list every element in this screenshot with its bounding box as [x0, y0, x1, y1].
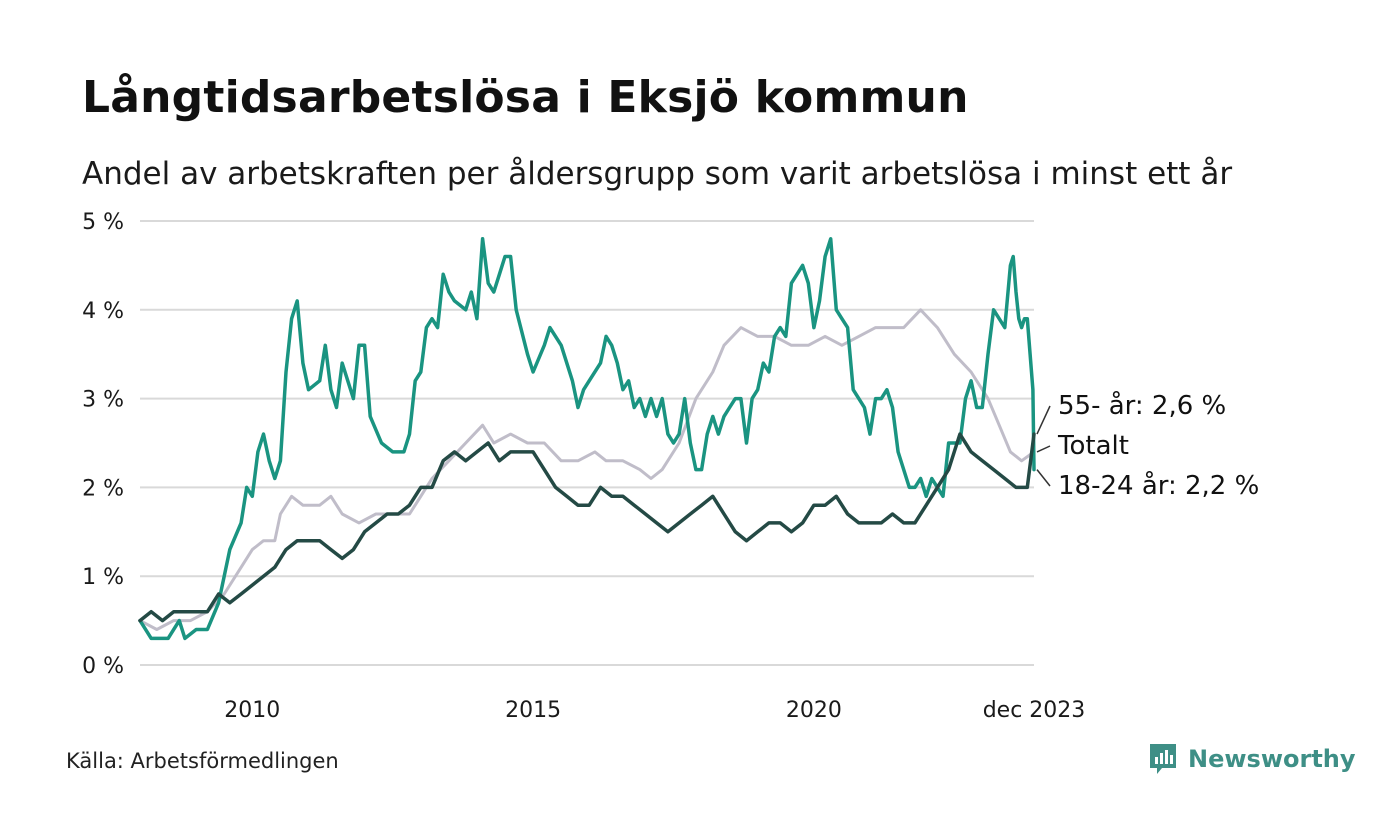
label-leader-line: [1036, 405, 1051, 435]
x-axis: 2010 2015 2020 dec 2023: [224, 698, 1085, 723]
series-line-totalt: [138, 308, 1036, 631]
brand-name: Newsworthy: [1188, 745, 1356, 773]
label-leader-line: [1036, 445, 1051, 453]
series-line-18-24-r: [138, 237, 1036, 641]
y-tick-label: 5 %: [82, 210, 124, 235]
y-tick-label: 4 %: [82, 299, 124, 324]
brand: Newsworthy: [1148, 742, 1356, 776]
x-tick-label: 2010: [224, 698, 280, 723]
x-tick-label: 2015: [505, 698, 561, 723]
series-labels: Totalt 18-24 år: 2,2 % 55- år: 2,6 %: [1036, 390, 1259, 501]
y-tick-label: 3 %: [82, 388, 124, 413]
y-axis: 0 % 1 % 2 % 3 % 4 % 5 %: [82, 210, 124, 679]
label-leader-line: [1036, 469, 1051, 487]
chart-subtitle: Andel av arbetskraften per åldersgrupp s…: [82, 156, 1233, 192]
series-layer: [138, 237, 1036, 641]
x-tick-label: 2020: [786, 698, 842, 723]
series-line-55-r: [138, 432, 1036, 623]
series-end-label: Totalt: [1057, 431, 1129, 461]
y-tick-label: 1 %: [82, 565, 124, 590]
y-tick-label: 2 %: [82, 476, 124, 501]
grid-layer: [140, 220, 1034, 666]
series-end-label: 18-24 år: 2,2 %: [1058, 470, 1259, 501]
source-note: Källa: Arbetsförmedlingen: [66, 749, 339, 773]
chart-title: Långtidsarbetslösa i Eksjö kommun: [82, 72, 969, 123]
y-tick-label: 0 %: [82, 654, 124, 679]
series-end-label: 55- år: 2,6 %: [1058, 390, 1226, 421]
x-tick-label: dec 2023: [983, 698, 1086, 723]
newsworthy-logo-icon: [1150, 744, 1176, 774]
